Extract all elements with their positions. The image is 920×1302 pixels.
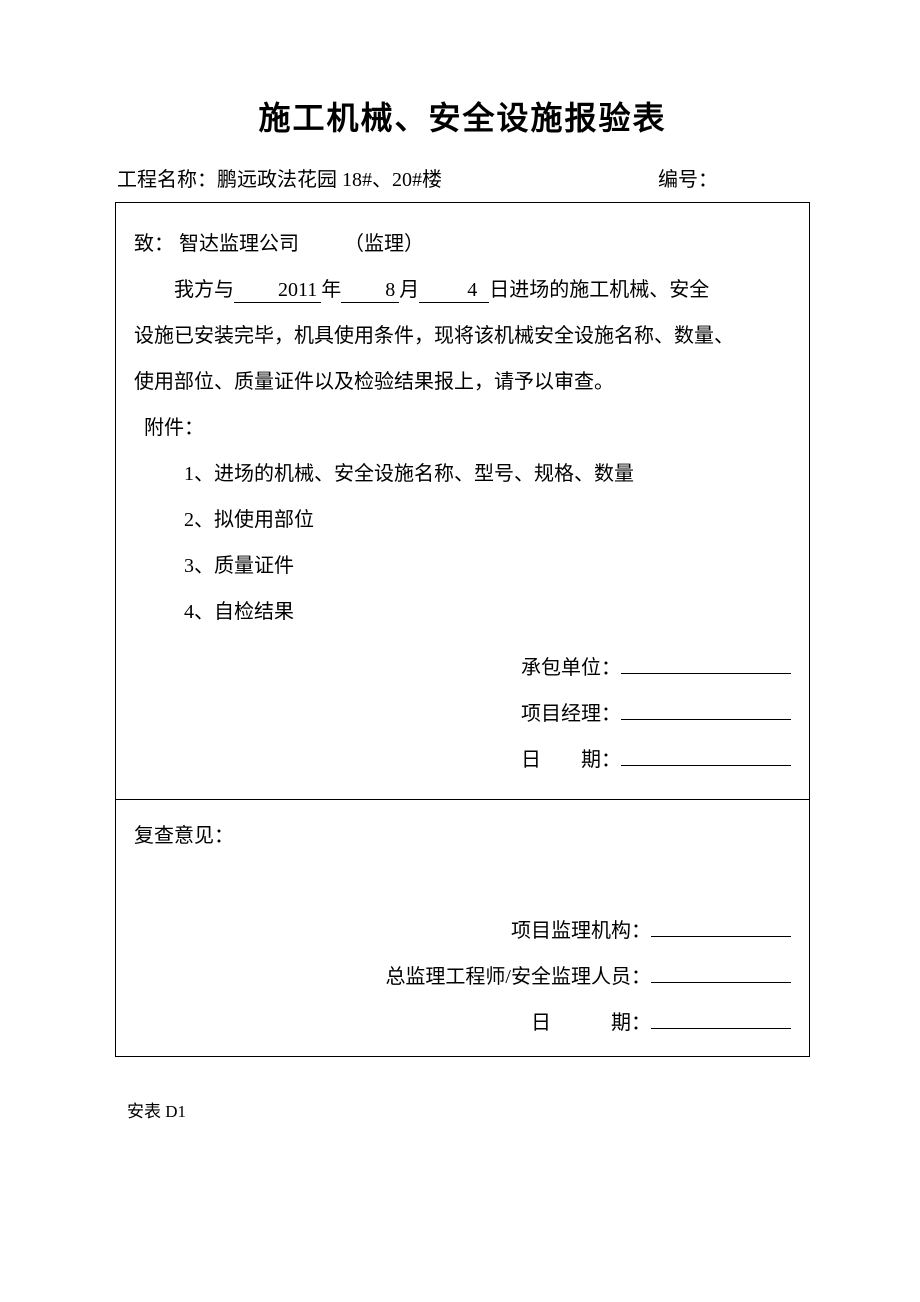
contractor-label: 承包单位： — [521, 645, 621, 691]
form-title: 施工机械、安全设施报验表 — [115, 90, 810, 148]
attach-item-3: 3、质量证件 — [134, 543, 791, 589]
project-name-field: 工程名称：鹏远政法花园 18#、20#楼 — [117, 162, 658, 198]
pm-label: 项目经理： — [521, 691, 621, 737]
to-company: 智达监理公司 — [179, 233, 299, 255]
pm-blank — [621, 702, 791, 720]
body-line3: 使用部位、质量证件以及检验结果报上，请予以审查。 — [134, 359, 791, 405]
contractor-row: 承包单位： — [134, 645, 791, 691]
attach-item-1: 1、进场的机械、安全设施名称、型号、规格、数量 — [134, 451, 791, 497]
body-prefix: 我方与 — [174, 279, 234, 301]
date-row: 日 期： — [134, 737, 791, 783]
addressee-line: 致： 智达监理公司 （监理） — [134, 221, 791, 267]
project-name-value: 鹏远政法花园 18#、20#楼 — [217, 169, 442, 191]
to-prefix: 致： — [134, 233, 174, 255]
year-value: 2011 — [234, 278, 321, 303]
year-char: 年 — [321, 279, 341, 301]
review-date-row: 日 期： — [134, 1000, 791, 1046]
supervision-org-row: 项目监理机构： — [134, 908, 791, 954]
review-date-label: 日 期： — [531, 1000, 651, 1046]
month-value: 8 — [341, 278, 399, 303]
review-signature-block: 项目监理机构： 总监理工程师/安全监理人员： 日 期： — [134, 908, 791, 1046]
date-blank — [621, 748, 791, 766]
attach-item-4: 4、自检结果 — [134, 589, 791, 635]
serial-label: 编号： — [658, 169, 718, 191]
project-label: 工程名称： — [117, 169, 217, 191]
body-line1: 我方与2011年8月4日进场的施工机械、安全 — [134, 267, 791, 313]
body-mid: 进场的施工机械、安全 — [509, 279, 709, 301]
applicant-section: 致： 智达监理公司 （监理） 我方与2011年8月4日进场的施工机械、安全 设施… — [116, 203, 809, 800]
day-char: 日 — [489, 279, 509, 301]
body-line2: 设施已安装完毕，机具使用条件，现将该机械安全设施名称、数量、 — [134, 313, 791, 359]
header-row: 工程名称：鹏远政法花园 18#、20#楼 编号： — [115, 162, 810, 198]
supervision-org-label: 项目监理机构： — [511, 908, 651, 954]
attach-label: 附件： — [134, 405, 791, 451]
attach-item-2: 2、拟使用部位 — [134, 497, 791, 543]
date-label: 日 期： — [521, 737, 621, 783]
pm-row: 项目经理： — [134, 691, 791, 737]
contractor-blank — [621, 656, 791, 674]
form-table: 致： 智达监理公司 （监理） 我方与2011年8月4日进场的施工机械、安全 设施… — [115, 202, 810, 1057]
to-suffix: （监理） — [344, 233, 424, 255]
day-value: 4 — [419, 278, 489, 303]
chief-engineer-row: 总监理工程师/安全监理人员： — [134, 954, 791, 1000]
chief-engineer-label: 总监理工程师/安全监理人员： — [385, 954, 651, 1000]
review-label: 复查意见： — [134, 814, 791, 858]
form-code: 安表 D1 — [115, 1097, 810, 1128]
review-section: 复查意见： 项目监理机构： 总监理工程师/安全监理人员： 日 期： — [116, 800, 809, 1056]
serial-field: 编号： — [658, 162, 808, 198]
month-char: 月 — [399, 279, 419, 301]
review-date-blank — [651, 1011, 791, 1029]
chief-engineer-blank — [651, 965, 791, 983]
supervision-org-blank — [651, 919, 791, 937]
applicant-signature-block: 承包单位： 项目经理： 日 期： — [134, 645, 791, 783]
